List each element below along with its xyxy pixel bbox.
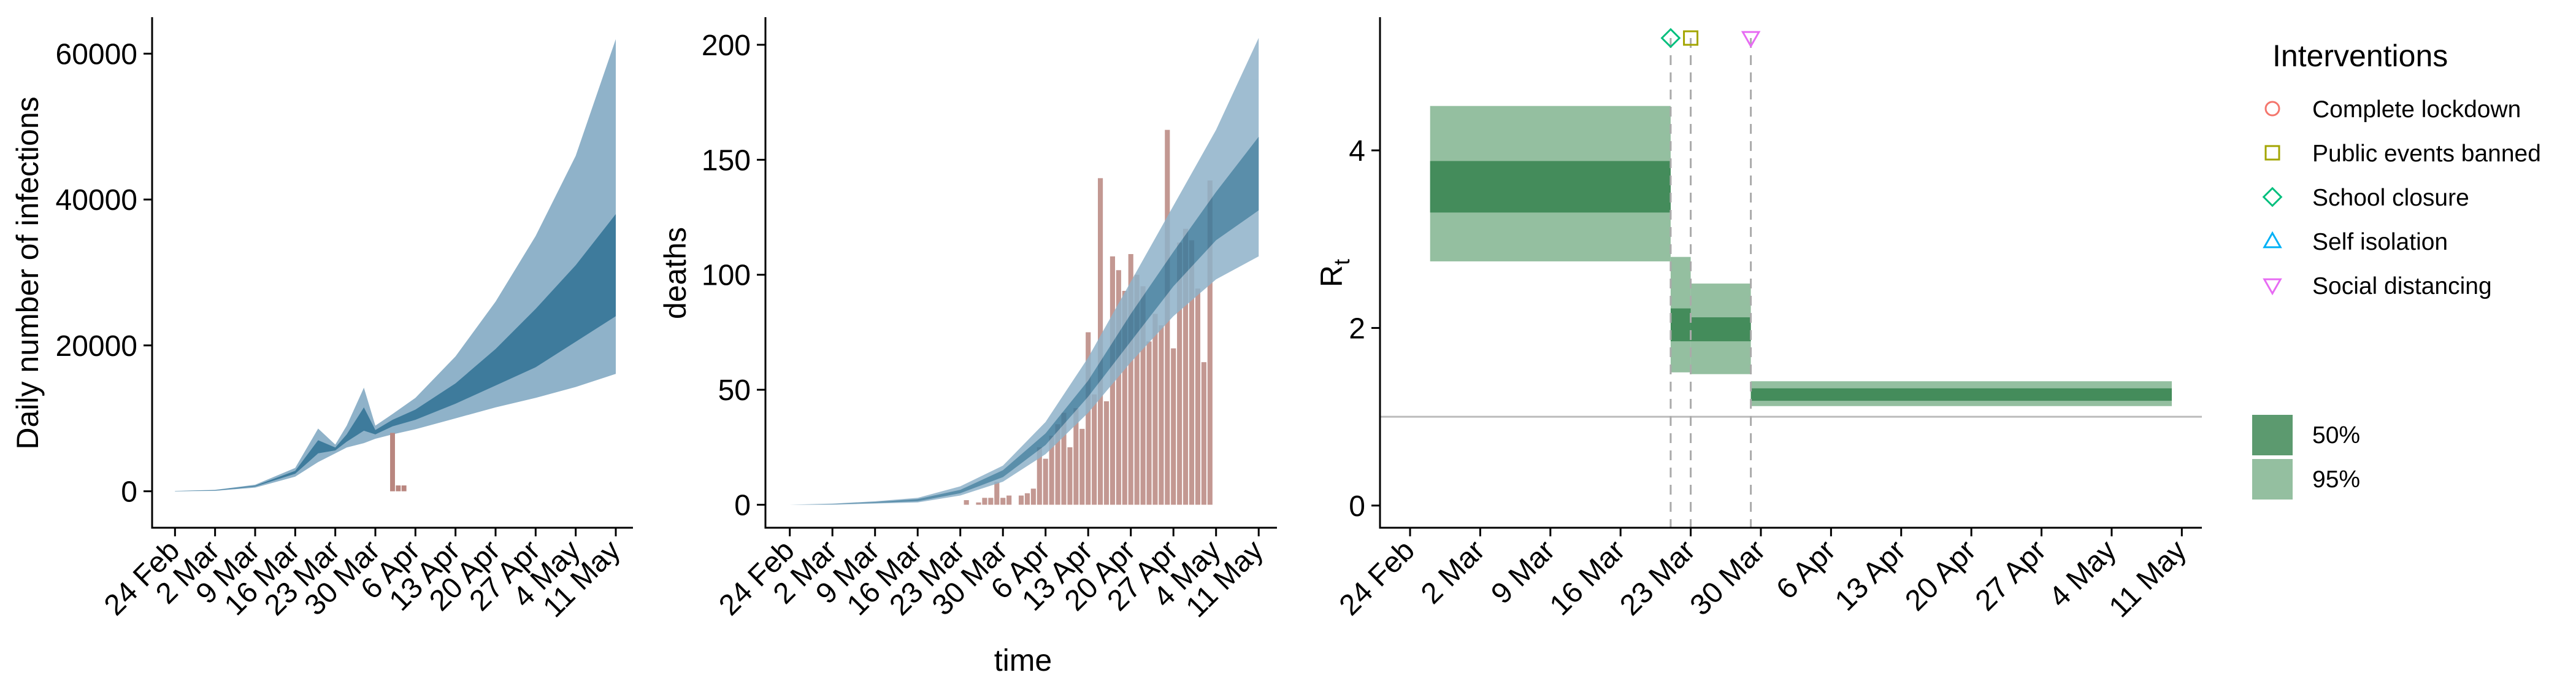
deaths-x-axis-label: time xyxy=(994,643,1052,677)
deaths-y-tick-label: 150 xyxy=(702,144,751,177)
rt-intervention-marker xyxy=(1741,31,1761,48)
deaths-bar xyxy=(1159,325,1164,505)
deaths-bar xyxy=(1073,408,1079,505)
legend-key-public-events-banned xyxy=(2264,145,2280,161)
deaths-ci95-band xyxy=(789,37,1259,505)
deaths-bar xyxy=(988,498,994,505)
rt-x-tick-label: 20 Apr xyxy=(1899,534,1982,617)
rt-intervention-marker xyxy=(1660,28,1681,48)
infections-y-tick-label: 0 xyxy=(121,476,137,509)
infections-observed-bar xyxy=(396,485,401,492)
deaths-bar xyxy=(1024,493,1030,505)
deaths-bar xyxy=(1122,290,1127,505)
deaths-model-bands xyxy=(789,37,1259,505)
deaths-bar xyxy=(964,500,969,505)
infections-observed-bar xyxy=(390,433,395,492)
deaths-bar xyxy=(1134,274,1140,505)
deaths-bar xyxy=(1177,242,1183,505)
infections-y-tick-label: 40000 xyxy=(56,184,137,217)
deaths-bar xyxy=(1018,495,1024,505)
rt-x-tick-label: 23 Mar xyxy=(1614,534,1701,622)
deaths-bar xyxy=(1055,424,1060,505)
deaths-y-axis-label: deaths xyxy=(658,227,692,319)
deaths-bar xyxy=(1195,288,1200,505)
infections-y-tick-label: 20000 xyxy=(56,330,137,363)
deaths-bar xyxy=(1207,180,1213,505)
deaths-y-tick-label: 50 xyxy=(718,374,751,407)
deaths-bar xyxy=(1000,498,1006,505)
deaths-bar xyxy=(982,498,987,505)
rt-x-tick-label: 30 Mar xyxy=(1684,534,1772,622)
deaths-bar xyxy=(1189,240,1195,505)
legend-key-self-isolation xyxy=(2263,231,2282,249)
legend-fill-swatch xyxy=(2252,459,2293,500)
deaths-bar xyxy=(1030,488,1036,505)
deaths-bar xyxy=(1146,341,1152,505)
rt-y-axis-label: Rt xyxy=(1314,259,1354,287)
deaths-bar xyxy=(1067,447,1073,505)
deaths-y-tick-label: 0 xyxy=(734,490,751,522)
deaths-bar xyxy=(1043,458,1048,505)
infections-y-tick-label: 60000 xyxy=(56,38,137,71)
deaths-bar xyxy=(1140,286,1146,505)
legend-label: School closure xyxy=(2312,185,2469,211)
deaths-bar xyxy=(1116,270,1121,505)
legend-label: Social distancing xyxy=(2312,273,2492,299)
rt-x-tick-label: 2 Mar xyxy=(1415,534,1491,610)
rt-ci50-segment xyxy=(1670,308,1691,342)
rt-x-tick-label: 11 May xyxy=(2103,534,2193,623)
deaths-bar xyxy=(994,482,1000,505)
deaths-bar xyxy=(1086,332,1091,505)
legend-fill-label: 95% xyxy=(2312,466,2360,493)
deaths-bar xyxy=(1128,254,1133,505)
rt-x-tick-label: 16 Mar xyxy=(1544,534,1631,622)
rt-ci50-segment xyxy=(1690,317,1751,342)
legend-key-complete-lockdown xyxy=(2264,101,2280,117)
deaths-bar xyxy=(1061,412,1067,505)
infections-ci50-band xyxy=(175,214,616,492)
interventions-legend: Interventions Complete lockdown Public ev… xyxy=(2252,39,2541,500)
rt-y-tick-label: 2 xyxy=(1349,312,1365,345)
legend-key-social-distancing xyxy=(2263,278,2282,296)
rt-y-axis-label-sub: t xyxy=(1329,259,1354,265)
deaths-bar xyxy=(1152,314,1158,505)
rt-ci50-segment xyxy=(1750,388,2172,401)
rt-y-tick-label: 0 xyxy=(1349,490,1365,523)
deaths-bar xyxy=(1006,495,1012,505)
deaths-bar xyxy=(1103,401,1110,505)
deaths-bar xyxy=(1171,348,1176,505)
infections-panel: Daily number of infections 0 20000 40000 60… xyxy=(10,17,633,624)
infections-y-axis-label: Daily number of infections xyxy=(10,96,45,449)
deaths-bar xyxy=(1201,362,1206,505)
rt-x-tick-label: 27 Apr xyxy=(1969,534,2053,617)
deaths-y-tick-label: 200 xyxy=(702,29,751,62)
legend-label: Public events banned xyxy=(2312,141,2541,167)
rt-x-tick-label: 24 Feb xyxy=(1333,534,1421,622)
legend-label: Self isolation xyxy=(2312,229,2448,255)
rt-ci50-segment xyxy=(1430,161,1671,213)
deaths-bar xyxy=(1183,228,1189,505)
deaths-bar xyxy=(1049,436,1054,505)
legend-label: Complete lockdown xyxy=(2312,96,2521,123)
rt-intervention-marker xyxy=(1683,30,1699,46)
legend-key-school-closure xyxy=(2262,187,2283,207)
rt-y-tick-label: 4 xyxy=(1349,135,1365,168)
legend-title: Interventions xyxy=(2272,39,2448,73)
rt-x-tick-label: 13 Apr xyxy=(1829,534,1912,617)
rt-y-axis-label-r: R xyxy=(1314,265,1349,287)
deaths-bar xyxy=(1079,428,1085,505)
deaths-y-tick-label: 100 xyxy=(702,260,751,292)
infections-observed-bar xyxy=(401,485,407,492)
legend-fill-label: 50% xyxy=(2312,422,2360,449)
deaths-bar xyxy=(1037,447,1042,505)
deaths-bar xyxy=(1092,394,1097,505)
deaths-bar xyxy=(976,502,981,505)
legend-fill-swatch xyxy=(2252,415,2293,455)
